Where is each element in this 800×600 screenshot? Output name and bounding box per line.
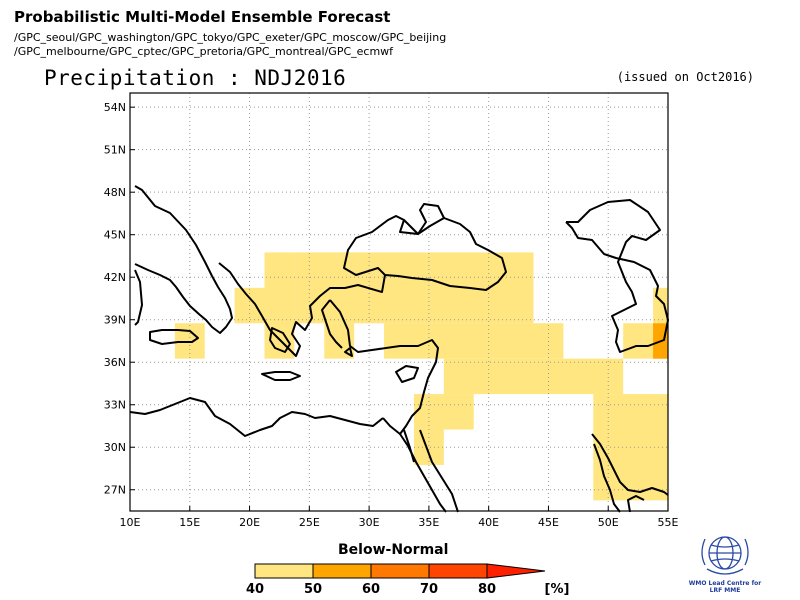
legend-arrow [486,563,546,579]
issued-date: (issued on Oct2016) [616,70,754,84]
lat-tick-label: 27N [104,484,126,497]
variable-title: Precipitation : NDJ2016 [44,66,347,90]
coastline-north-africa [129,397,384,437]
wmo-caption: WMO Lead Centre for LRF MME [683,580,767,594]
legend-label: 50 [304,582,322,597]
models-line-2: /GPC_melbourne/GPC_cptec/GPC_pretoria/GP… [14,45,394,58]
lon-tick-label: 10E [120,516,141,529]
lon-tick-label: 15E [179,516,200,529]
coastline-persian-gulf [591,433,669,513]
legend-unit: [%] [545,582,570,597]
coastline-azov [417,203,445,235]
prob-cell-40-50 [413,394,474,430]
coastline-peloponnese [269,327,291,353]
lon-tick-label: 55E [658,516,679,529]
legend-label: 80 [478,582,496,597]
lat-tick-label: 30N [104,441,126,454]
lon-tick-label: 45E [538,516,559,529]
lon-tick-label: 25E [299,516,320,529]
coastline-balkans [218,262,386,357]
lon-tick-label: 30E [359,516,380,529]
coastline-aegean-east [321,299,343,349]
legend-swatch [428,563,488,579]
wmo-program-text: LRF MME [709,587,741,594]
legend-title: Below-Normal [338,542,449,558]
wmo-logo [701,536,749,575]
coastline-gulf-aqaba [403,429,415,463]
lon-tick-label: 35E [418,516,439,529]
wmo-org-text: WMO Lead Centre for [688,580,762,587]
legend-label: 60 [362,582,380,597]
lat-tick-label: 51N [104,144,126,157]
coastline-crete [261,371,301,381]
coastline-rhodes [344,347,353,357]
prob-cell-40-50 [653,287,668,324]
models-line-1: /GPC_seoul/GPC_washington/GPC_tokyo/GPC_… [14,31,447,44]
forecast-title: Probabilistic Multi-Model Ensemble Forec… [14,8,391,26]
coastline-caspian [565,199,669,353]
coastline-red-sea [399,429,459,513]
lon-tick-label: 50E [598,516,619,529]
map-frame [129,92,669,512]
lat-tick-label: 33N [104,399,126,412]
coastline-sardinia [134,269,143,326]
lat-tick-label: 42N [104,271,126,284]
lat-tick-label: 36N [104,356,126,369]
lon-tick-label: 40E [478,516,499,529]
legend-label: 70 [420,582,438,597]
legend-label: 40 [246,582,264,597]
coastline-italy-adriatic [134,185,233,334]
legend-swatch [312,563,372,579]
coastline-anatolia-south [329,299,439,435]
lat-tick-label: 45N [104,229,126,242]
legend-swatch [370,563,430,579]
prob-cell-40-50 [443,358,624,395]
legend-swatch [254,563,314,579]
prob-cell-40-50 [384,323,564,359]
lat-tick-label: 39N [104,314,126,327]
lat-tick-label: 54N [104,101,126,114]
coastline-crimea [403,219,419,235]
coastline-sicily [149,329,199,345]
lat-tick-label: 48N [104,186,126,199]
coastline-cyprus [395,365,419,383]
lon-tick-label: 20E [239,516,260,529]
